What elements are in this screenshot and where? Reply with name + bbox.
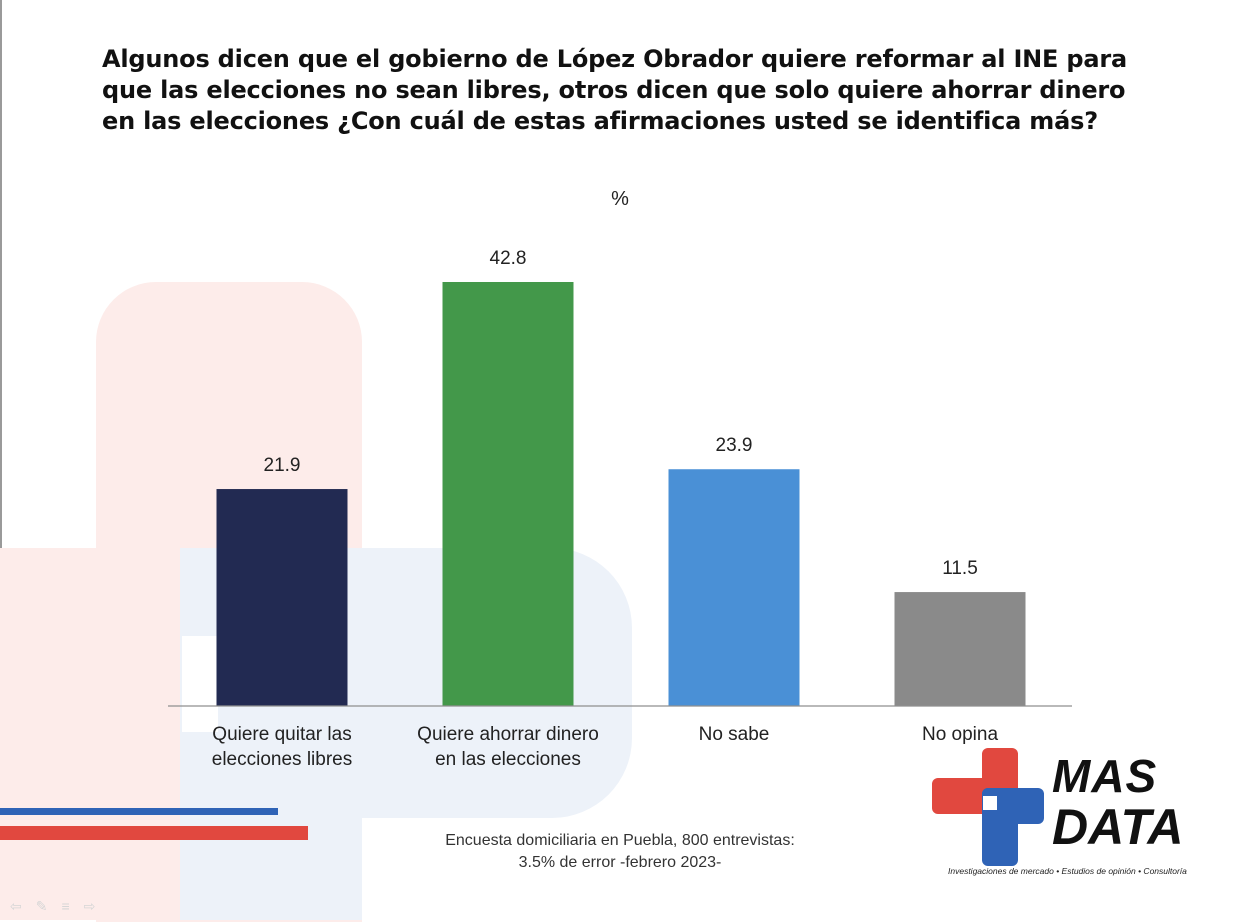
slide-nav-controls: ⇦ ✎ ≡ ⇨: [10, 898, 95, 915]
category-label-1-line-1: Quiere quitar las: [212, 724, 352, 745]
category-label-4: No opina: [850, 722, 1070, 747]
footnote-line-1: Encuesta domiciliaria en Puebla, 800 ent…: [445, 832, 795, 849]
footnote-line-2: 3.5% de error -febrero 2023-: [518, 854, 722, 871]
slide-frame-edge: [0, 0, 2, 920]
pen-icon[interactable]: ✎: [35, 898, 48, 914]
bar-3: [668, 469, 800, 706]
bar-value-label-1: 21.9: [264, 455, 301, 476]
category-label-2-line-2: en las elecciones: [435, 749, 581, 770]
decor-stripe-blue: [0, 808, 278, 815]
back-arrow-icon[interactable]: ⇦: [10, 898, 22, 914]
logo-text-data: DATA: [1052, 799, 1184, 855]
category-label-3-line-1: No sabe: [698, 724, 770, 745]
masdata-logo-mark: [932, 748, 1044, 866]
category-label-1: Quiere quitar las elecciones libres: [172, 722, 392, 772]
category-label-4-line-1: No opina: [921, 724, 999, 745]
category-label-2-line-1: Quiere ahorrar dinero: [417, 724, 599, 745]
logo-cross-blue-horizontal: [982, 788, 1044, 824]
bar-value-label-3: 23.9: [716, 435, 753, 456]
category-label-1-line-2: elecciones libres: [211, 749, 353, 770]
logo-text-mas: MAS: [1052, 750, 1158, 802]
logo-tagline: Investigaciones de mercado • Estudios de…: [948, 866, 1187, 876]
bar-1: [216, 489, 348, 706]
watermark-gap: [182, 636, 218, 732]
unit-label: %: [611, 188, 629, 210]
bar-4: [894, 592, 1026, 706]
decor-stripe-red: [0, 826, 308, 840]
category-label-2: Quiere ahorrar dinero en las elecciones: [398, 722, 618, 772]
menu-icon[interactable]: ≡: [61, 898, 70, 914]
bar-value-label-4: 11.5: [942, 558, 978, 579]
chart-title: Algunos dicen que el gobierno de López O…: [102, 45, 1128, 135]
forward-arrow-icon[interactable]: ⇨: [83, 898, 96, 914]
category-label-3: No sabe: [624, 722, 844, 747]
bar-2: [442, 282, 574, 706]
survey-footnote: Encuesta domiciliaria en Puebla, 800 ent…: [370, 830, 870, 874]
bar-value-label-2: 42.8: [490, 248, 527, 269]
logo-center-square: [983, 796, 997, 810]
